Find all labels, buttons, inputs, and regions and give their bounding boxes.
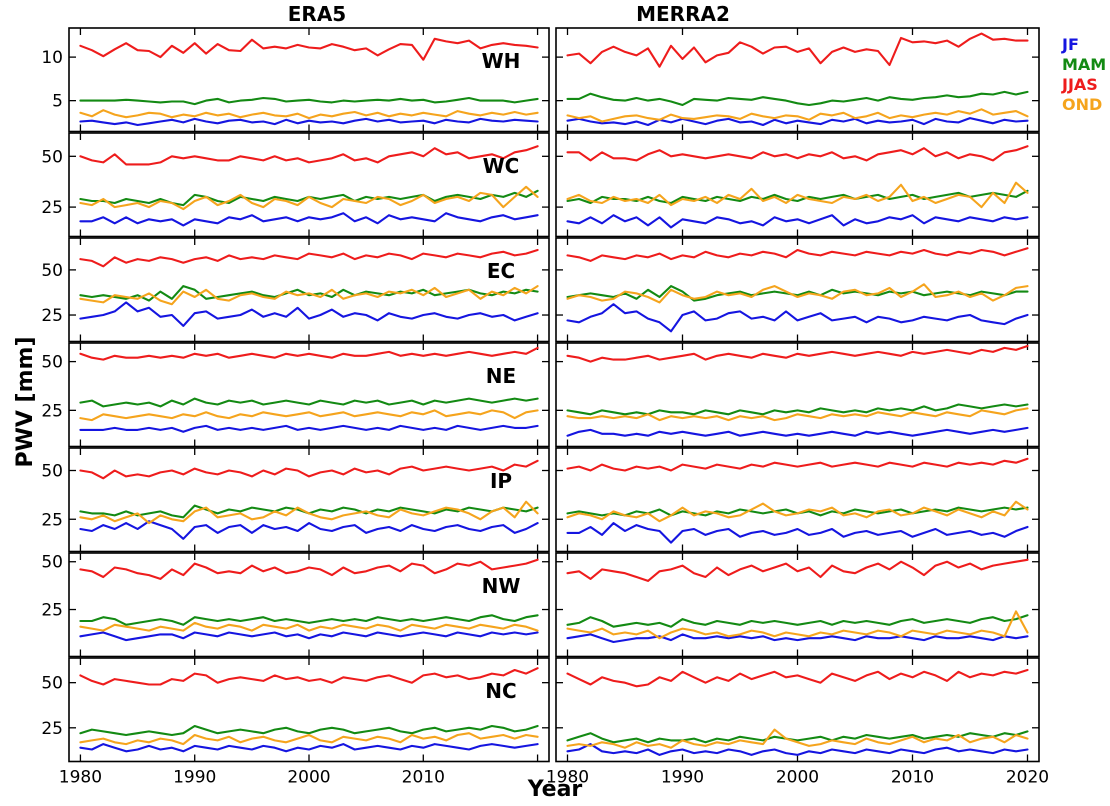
y-tick-label: 50 xyxy=(41,553,63,573)
series-line-jjas-nw-era5 xyxy=(79,558,539,580)
series-line-jjas-ip-merra2 xyxy=(566,457,1029,472)
legend-entry-ond: OND xyxy=(1062,95,1102,114)
legend-entry-jf: JF xyxy=(1061,35,1079,54)
series-line-mam-ec-merra2 xyxy=(566,285,1029,302)
series-line-jf-nc-merra2 xyxy=(566,743,1029,756)
region-label-ip: IP xyxy=(490,469,512,493)
series-line-ond-wc-era5 xyxy=(79,185,539,211)
x-tick-label: 2000 xyxy=(776,768,819,788)
series-line-jf-wc-era5 xyxy=(79,212,539,227)
series-line-jf-wh-era5 xyxy=(79,117,539,127)
series-line-mam-nw-era5 xyxy=(79,614,539,626)
y-tick-label: 25 xyxy=(41,719,63,739)
series-line-ond-wc-merra2 xyxy=(566,181,1029,209)
y-tick-label: 10 xyxy=(41,48,63,68)
panel-frame-ne-era5 xyxy=(68,342,550,448)
series-line-mam-nc-merra2 xyxy=(566,730,1029,744)
series-line-jjas-wc-era5 xyxy=(79,145,539,166)
y-tick-label: 50 xyxy=(41,462,63,482)
y-tick-label: 5 xyxy=(52,92,63,112)
series-line-ond-nc-merra2 xyxy=(566,728,1029,749)
series-line-mam-ec-era5 xyxy=(79,285,539,302)
panel-frame-wh-era5 xyxy=(68,27,550,133)
series-line-jjas-nc-merra2 xyxy=(566,668,1029,688)
series-line-jf-ne-merra2 xyxy=(566,426,1029,437)
series-line-jf-ip-era5 xyxy=(79,520,539,540)
series-line-ond-ec-era5 xyxy=(79,285,539,306)
series-line-jjas-ec-merra2 xyxy=(566,247,1029,262)
series-line-jf-wc-merra2 xyxy=(566,214,1029,229)
series-line-ond-ip-merra2 xyxy=(566,500,1029,523)
column-title-era5: ERA5 xyxy=(288,2,346,26)
series-line-jjas-ne-era5 xyxy=(79,346,539,361)
series-line-ond-nw-merra2 xyxy=(566,610,1029,640)
series-line-jjas-ec-era5 xyxy=(79,248,539,268)
series-line-jjas-nw-merra2 xyxy=(566,558,1029,582)
series-line-ond-ne-era5 xyxy=(79,409,539,422)
series-line-mam-ne-merra2 xyxy=(566,403,1029,416)
series-line-jf-ec-merra2 xyxy=(566,303,1029,333)
region-label-nw: NW xyxy=(482,574,521,598)
y-tick-label: 50 xyxy=(41,674,63,694)
series-line-mam-nw-merra2 xyxy=(566,614,1029,628)
x-tick-label: 2010 xyxy=(891,768,934,788)
series-line-ond-nc-era5 xyxy=(79,732,539,746)
series-line-jjas-wh-era5 xyxy=(79,37,539,61)
series-line-jjas-wh-merra2 xyxy=(566,32,1029,68)
x-tick-label: 1980 xyxy=(59,768,102,788)
series-line-ond-wh-merra2 xyxy=(566,108,1029,123)
series-line-ond-wh-era5 xyxy=(79,109,539,120)
series-line-mam-wh-era5 xyxy=(79,96,539,106)
series-line-jjas-nc-era5 xyxy=(79,667,539,686)
y-tick-label: 25 xyxy=(41,401,63,421)
y-tick-label: 50 xyxy=(41,261,63,281)
column-title-merra2: MERRA2 xyxy=(636,2,730,26)
series-line-jf-nc-era5 xyxy=(79,743,539,753)
region-label-nc: NC xyxy=(485,679,516,703)
x-tick-label: 2020 xyxy=(1006,768,1049,788)
series-line-jjas-ne-merra2 xyxy=(566,344,1029,363)
x-tick-label: 2010 xyxy=(402,768,445,788)
series-line-ond-ec-merra2 xyxy=(566,283,1029,304)
series-line-jf-ne-era5 xyxy=(79,424,539,433)
y-tick-label: 25 xyxy=(41,601,63,621)
y-tick-label: 50 xyxy=(41,147,63,167)
x-tick-label: 1990 xyxy=(173,768,216,788)
x-tick-label: 2000 xyxy=(287,768,330,788)
series-line-mam-wc-merra2 xyxy=(566,189,1029,205)
series-line-ond-ne-merra2 xyxy=(566,407,1029,422)
series-line-ond-nw-era5 xyxy=(79,621,539,632)
series-line-jjas-ip-era5 xyxy=(79,459,539,480)
series-line-jf-ec-era5 xyxy=(79,301,539,327)
panel-frame-ip-era5 xyxy=(68,447,550,553)
y-tick-label: 50 xyxy=(41,353,63,373)
y-tick-label: 25 xyxy=(41,510,63,530)
series-line-jjas-wc-merra2 xyxy=(566,145,1029,162)
series-line-mam-wh-merra2 xyxy=(566,90,1029,107)
y-tick-label: 25 xyxy=(41,198,63,218)
series-line-jf-nw-era5 xyxy=(79,631,539,642)
legend-entry-jjas: JJAS xyxy=(1061,75,1098,94)
y-tick-label: 25 xyxy=(41,306,63,326)
x-tick-label: 1990 xyxy=(661,768,704,788)
region-label-wc: WC xyxy=(483,154,520,178)
x-tick-label: 1980 xyxy=(546,768,589,788)
series-line-jf-nw-merra2 xyxy=(566,633,1029,644)
series-line-ond-ip-era5 xyxy=(79,500,539,525)
region-label-ne: NE xyxy=(486,364,516,388)
x-axis-label: Year xyxy=(527,777,583,802)
series-line-jf-wh-merra2 xyxy=(566,117,1029,127)
legend-entry-mam: MAM xyxy=(1062,55,1106,74)
series-line-mam-nc-era5 xyxy=(79,724,539,737)
y-axis-label: PWV [mm] xyxy=(13,336,38,467)
region-label-wh: WH xyxy=(482,49,521,73)
region-label-ec: EC xyxy=(487,259,515,283)
series-line-jf-ip-merra2 xyxy=(566,522,1029,544)
series-line-mam-ip-era5 xyxy=(79,504,539,519)
series-line-mam-ne-era5 xyxy=(79,397,539,408)
